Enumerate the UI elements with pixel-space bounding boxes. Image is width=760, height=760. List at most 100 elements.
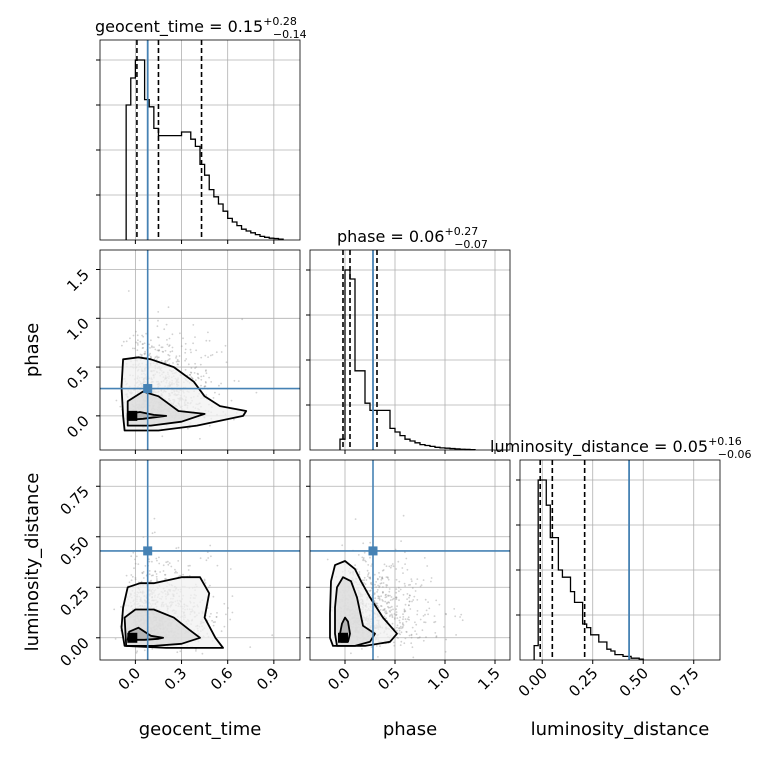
scatter-phase-luminosity_distance-sample-point <box>410 578 413 580</box>
scatter-geocent_time-phase-sample-point <box>139 340 142 343</box>
scatter-geocent_time-phase-sample-point <box>150 356 153 359</box>
scatter-phase-luminosity_distance-sample-point <box>390 564 393 567</box>
scatter-phase-luminosity_distance-sample-point <box>411 626 414 629</box>
scatter-geocent_time-phase-sample-point <box>136 349 139 352</box>
scatter-geocent_time-phase-sample-point <box>200 356 203 359</box>
scatter-geocent_time-phase-sample-point <box>115 399 118 402</box>
scatter-phase-luminosity_distance-sample-point <box>398 627 400 630</box>
scatter-geocent_time-luminosity_distance-sample-point <box>143 649 146 652</box>
scatter-geocent_time-phase-sample-point <box>207 356 210 358</box>
scatter-geocent_time-phase-sample-point <box>151 346 153 349</box>
scatter-phase-luminosity_distance-sample-point <box>326 558 329 561</box>
scatter-geocent_time-luminosity_distance-sample-point <box>216 564 219 567</box>
scatter-phase-luminosity_distance-sample-point <box>410 580 413 583</box>
scatter-geocent_time-phase-sample-point <box>156 349 159 352</box>
scatter-geocent_time-luminosity_distance-sample-point <box>231 595 234 597</box>
scatter-geocent_time-phase-sample-point <box>163 361 166 364</box>
scatter-phase-luminosity_distance-sample-point <box>341 544 344 547</box>
hist-luminosity_distance-xtick-label: 0.50 <box>616 664 652 700</box>
scatter-phase-luminosity_distance-sample-point <box>385 576 388 578</box>
scatter-geocent_time-phase-sample-point <box>184 351 187 354</box>
hist-phase-steps <box>339 269 476 451</box>
scatter-geocent_time-luminosity_distance-sample-point <box>216 612 218 614</box>
scatter-geocent_time-phase-sample-point <box>204 381 207 383</box>
scatter-geocent_time-luminosity_distance-sample-point <box>148 560 151 563</box>
scatter-phase-luminosity_distance-sample-point <box>375 586 377 588</box>
scatter-phase-luminosity_distance-sample-point <box>415 583 417 585</box>
scatter-geocent_time-phase-sample-point <box>166 343 169 346</box>
scatter-phase-luminosity_distance-sample-point <box>389 606 392 609</box>
scatter-phase-luminosity_distance-sample-point <box>399 633 401 636</box>
scatter-geocent_time-luminosity_distance-sample-point <box>130 579 133 582</box>
scatter-phase-luminosity_distance-sample-point <box>369 556 371 559</box>
scatter-geocent_time-phase-sample-point <box>132 347 134 350</box>
scatter-geocent_time-luminosity_distance-xtick-label: 0.9 <box>253 664 283 694</box>
scatter-phase-luminosity_distance-sample-point <box>407 616 410 619</box>
scatter-phase-luminosity_distance-sample-point <box>367 572 370 574</box>
scatter-phase-luminosity_distance-sample-point <box>426 565 429 567</box>
scatter-geocent_time-luminosity_distance-sample-point <box>165 561 168 564</box>
scatter-phase-luminosity_distance-sample-point <box>363 576 366 579</box>
scatter-geocent_time-luminosity_distance-sample-point <box>229 618 232 621</box>
scatter-geocent_time-luminosity_distance-sample-point <box>148 570 151 572</box>
scatter-phase-luminosity_distance-sample-point <box>367 573 370 576</box>
scatter-geocent_time-phase-sample-point <box>143 353 146 356</box>
scatter-geocent_time-phase-sample-point <box>141 347 144 349</box>
scatter-phase-luminosity_distance-sample-point <box>391 598 394 601</box>
scatter-geocent_time-phase-contour-3 <box>120 356 248 432</box>
scatter-phase-luminosity_distance-sample-point <box>361 556 364 559</box>
scatter-phase-luminosity_distance-sample-point <box>362 542 365 545</box>
scatter-phase-luminosity_distance-sample-point <box>403 608 406 611</box>
scatter-geocent_time-luminosity_distance-sample-point <box>155 575 158 578</box>
scatter-geocent_time-phase-sample-point <box>179 332 181 335</box>
scatter-phase-luminosity_distance-sample-point <box>412 656 415 659</box>
scatter-phase-luminosity_distance-sample-point <box>363 582 365 584</box>
scatter-geocent_time-luminosity_distance-sample-point <box>209 544 212 547</box>
scatter-geocent_time-phase-sample-point <box>205 369 207 371</box>
scatter-geocent_time-phase-sample-point <box>119 405 122 408</box>
scatter-geocent_time-phase-sample-point <box>215 351 218 354</box>
scatter-geocent_time-luminosity_distance-sample-point <box>166 560 169 563</box>
scatter-phase-luminosity_distance-sample-point <box>377 578 379 581</box>
scatter-phase-luminosity_distance-sample-point <box>391 616 394 619</box>
scatter-panel-geocent_time-luminosity_distance: 0.0 0.3 0.6 0.9 0.00 0.25 0.50 0.75 <box>56 459 301 694</box>
scatter-geocent_time-luminosity_distance-sample-point <box>156 579 158 582</box>
scatter-geocent_time-luminosity_distance-sample-point <box>168 562 171 564</box>
scatter-phase-luminosity_distance-sample-point <box>387 594 389 597</box>
scatter-phase-luminosity_distance-xtick-label: 1.5 <box>474 664 504 694</box>
scatter-geocent_time-luminosity_distance-sample-point <box>159 571 162 573</box>
scatter-phase-luminosity_distance-sample-point <box>386 584 389 587</box>
scatter-geocent_time-phase-sample-point <box>150 339 152 342</box>
scatter-geocent_time-phase-sample-point <box>168 358 171 360</box>
scatter-phase-luminosity_distance-sample-point <box>395 596 398 599</box>
scatter-geocent_time-phase-sample-point <box>199 437 201 440</box>
scatter-phase-luminosity_distance-sample-point <box>430 580 432 583</box>
scatter-geocent_time-luminosity_distance-sample-point <box>209 584 211 587</box>
scatter-geocent_time-phase-sample-point <box>149 347 151 349</box>
scatter-geocent_time-phase-sample-point <box>157 311 160 313</box>
scatter-geocent_time-phase-sample-point <box>157 336 159 339</box>
scatter-phase-luminosity_distance-sample-point <box>423 557 426 559</box>
scatter-geocent_time-phase-sample-point <box>203 385 206 388</box>
scatter-geocent_time-phase-sample-point <box>194 336 196 338</box>
scatter-panel-phase-luminosity_distance: 0.0 0.5 1.0 1.5 <box>306 459 511 694</box>
scatter-phase-luminosity_distance-sample-point <box>412 599 415 601</box>
scatter-phase-luminosity_distance-sample-point <box>406 598 408 600</box>
scatter-geocent_time-luminosity_distance-xtick-label: 0.3 <box>161 664 191 694</box>
scatter-phase-luminosity_distance-sample-point <box>387 578 390 581</box>
scatter-phase-luminosity_distance-contour-3 <box>329 560 398 647</box>
scatter-geocent_time-phase-sample-point <box>224 344 227 347</box>
scatter-phase-luminosity_distance-sample-point <box>404 618 407 621</box>
scatter-phase-luminosity_distance-sample-point <box>381 577 384 580</box>
scatter-phase-luminosity_distance-sample-point <box>385 610 387 613</box>
scatter-phase-luminosity_distance-sample-point <box>388 615 391 618</box>
scatter-phase-luminosity_distance-sample-point <box>395 613 398 616</box>
scatter-geocent_time-phase-sample-point <box>141 343 144 346</box>
scatter-geocent_time-luminosity_distance-sample-point <box>215 616 218 618</box>
scatter-phase-luminosity_distance-sample-point <box>379 582 382 585</box>
scatter-phase-luminosity_distance-sample-point <box>389 611 392 613</box>
scatter-geocent_time-luminosity_distance-sample-point <box>142 571 145 573</box>
scatter-phase-luminosity_distance-sample-point <box>382 569 385 571</box>
scatter-geocent_time-luminosity_distance-sample-point <box>140 580 143 583</box>
scatter-geocent_time-phase-sample-point <box>255 391 258 394</box>
